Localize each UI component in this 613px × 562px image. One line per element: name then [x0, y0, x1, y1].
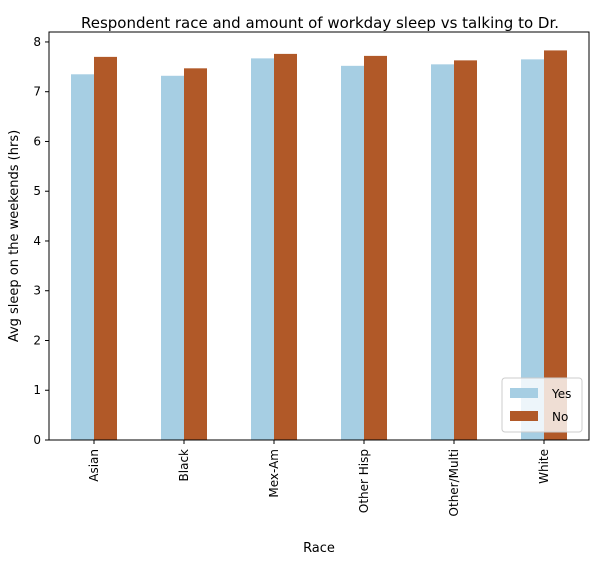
bars	[71, 50, 567, 441]
bar-no-mex-am	[274, 53, 297, 441]
x-tick-label: White	[537, 449, 551, 484]
y-tick-label: 4	[33, 234, 41, 248]
bar-yes-other-multi	[431, 64, 454, 440]
legend: Yes No	[501, 377, 583, 433]
bar-no-other-hisp	[364, 55, 387, 440]
y-tick-label: 6	[33, 134, 41, 148]
x-tick-label: Other/Multi	[447, 449, 461, 516]
x-tick-label: Black	[177, 449, 191, 482]
legend-label-yes: Yes	[551, 387, 571, 401]
y-tick-label: 0	[33, 433, 41, 447]
bar-no-other-multi	[454, 60, 477, 441]
chart-title: Respondent race and amount of workday sl…	[81, 14, 559, 32]
y-tick-label: 8	[33, 35, 41, 49]
y-tick-label: 5	[33, 184, 41, 198]
y-tick-label: 2	[33, 333, 41, 347]
y-tick-label: 3	[33, 284, 41, 298]
x-tick-label: Mex-Am	[267, 449, 281, 498]
legend-swatch-no	[510, 411, 538, 421]
bar-yes-mex-am	[251, 58, 274, 441]
y-axis-label: Avg sleep on the weekends (hrs)	[7, 130, 22, 342]
plot-frame	[48, 31, 590, 441]
bar-no-black	[184, 68, 207, 440]
y-axis-ticks: 0 1 2 3 4 5 6 7 8	[33, 35, 49, 447]
x-axis-ticks: Asian Black Mex-Am Other Hisp Other/Multi Whi…	[87, 440, 551, 516]
bar-no-asian	[94, 56, 117, 440]
bar-yes-black	[161, 75, 184, 440]
bar-yes-white	[521, 59, 544, 441]
legend-swatch-yes	[510, 388, 538, 398]
bar-no-white	[544, 50, 567, 440]
y-tick-label: 7	[33, 85, 41, 99]
bar-yes-asian	[71, 74, 94, 440]
x-tick-label: Asian	[87, 449, 101, 482]
bar-yes-other-hisp	[341, 65, 364, 441]
x-axis-label: Race	[303, 541, 335, 556]
legend-label-no: No	[552, 410, 568, 424]
x-tick-label: Other Hisp	[357, 449, 371, 513]
y-tick-label: 1	[33, 383, 41, 397]
